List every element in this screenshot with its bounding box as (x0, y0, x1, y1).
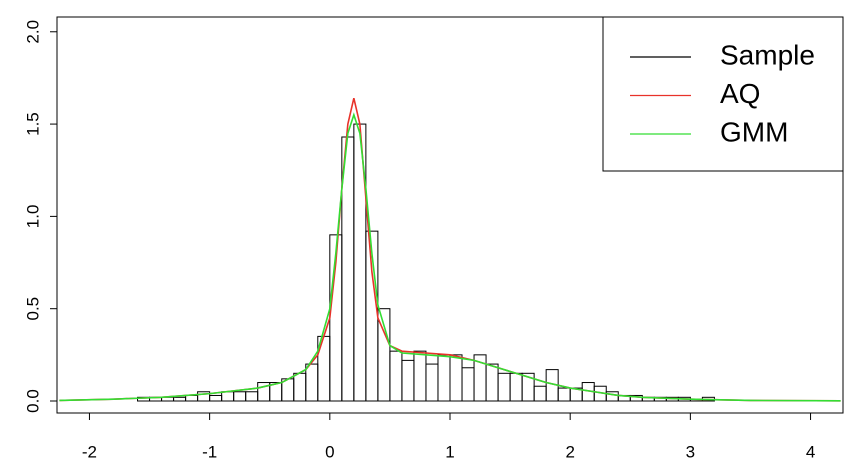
histogram-bar (509, 372, 523, 402)
legend-label: AQ (720, 78, 760, 109)
histogram-bar (221, 391, 235, 402)
x-tick-label: -1 (202, 442, 217, 461)
x-tick-label: 0 (325, 442, 334, 461)
histogram-bar (425, 363, 439, 402)
histogram-bar (497, 372, 511, 402)
histogram-bar (533, 385, 547, 402)
histogram-bar (245, 391, 259, 402)
histogram-bar (293, 372, 307, 402)
x-tick-label: 4 (806, 442, 815, 461)
histogram-bar (305, 363, 319, 402)
legend-box (602, 16, 844, 172)
histogram-bar (209, 394, 223, 402)
legend-label: Sample (720, 39, 815, 70)
y-tick-label: 0.0 (23, 389, 42, 413)
histogram-bar (413, 350, 427, 402)
histogram-bar (461, 367, 475, 402)
histogram-bar (557, 387, 571, 402)
y-tick-label: 2.0 (23, 20, 42, 44)
histogram-bar (389, 350, 403, 402)
histogram-bar (173, 396, 187, 402)
histogram-bar (437, 354, 451, 402)
x-tick-label: 2 (565, 442, 574, 461)
legend-label: GMM (720, 116, 788, 147)
histogram-bar (485, 363, 499, 402)
x-tick-label: 3 (686, 442, 695, 461)
histogram-bar (401, 359, 415, 402)
y-tick-label: 1.0 (23, 205, 42, 229)
y-tick-label: 0.5 (23, 297, 42, 321)
x-tick-label: -2 (82, 442, 97, 461)
histogram-bar (185, 394, 199, 402)
density-line (59, 112, 841, 402)
x-tick-label: 1 (445, 442, 454, 461)
histogram-bar (233, 391, 247, 402)
histogram-bar (449, 354, 463, 402)
y-tick-label: 1.5 (23, 112, 42, 136)
plot-frame (56, 16, 844, 414)
